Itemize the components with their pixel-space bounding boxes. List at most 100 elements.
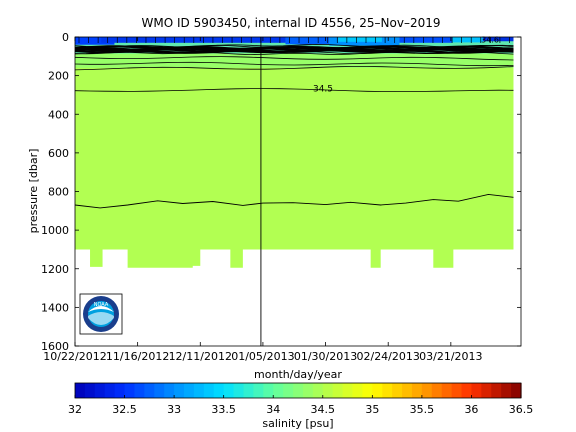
salinity-section-chart: WMO ID 5903450, internal ID 4556, 25–Nov…: [27, 16, 522, 381]
surface-patch: [399, 37, 453, 43]
colorbar-cell: [481, 383, 492, 398]
colorbar-cell: [352, 383, 364, 398]
colorbar-cell: [184, 383, 195, 398]
colorbar-cell: [203, 383, 215, 398]
colorbar-cell: [293, 383, 304, 398]
colorbar-cell: [461, 383, 473, 398]
surface-patch: [101, 37, 286, 43]
colorbar-cell: [342, 383, 354, 398]
colorbar-cell: [114, 383, 126, 398]
x-axis: 10/22/2012 11/16/2012 12/11/2012 01/05/2013…: [43, 37, 483, 363]
y-tick-label: 1000: [41, 224, 69, 237]
plot-frame: [74, 36, 522, 347]
colorbar-tick-label: 33: [167, 403, 181, 416]
colorbar-cell: [402, 383, 413, 398]
colorbar-cell: [421, 383, 433, 398]
colorbar-cell: [193, 383, 205, 398]
y-tick-label: 1200: [41, 263, 69, 276]
colorbar-cell: [322, 383, 334, 398]
colorbar-cell: [372, 383, 383, 398]
x-tick-label: 12/11/2012: [169, 350, 232, 363]
colorbar-tick-label: 32.5: [112, 403, 137, 416]
x-axis-label: month/day/year: [254, 368, 342, 381]
colorbar-cell: [104, 383, 116, 398]
colorbar-tick-label: 35.5: [410, 403, 435, 416]
colorbar-tick-label: 34: [266, 403, 280, 416]
y-tick-label: 0: [62, 31, 69, 44]
colorbar-cell: [94, 383, 106, 398]
y-tick-label: 800: [48, 186, 69, 199]
contour-label: 34.5: [313, 84, 333, 94]
y-axis-label: pressure [dbar]: [27, 149, 40, 234]
colorbar-cell: [451, 383, 463, 398]
surface-patch: [482, 37, 514, 42]
y-tick-label: 200: [48, 70, 69, 83]
surface-patch: [285, 37, 330, 45]
colorbar-cell: [223, 383, 235, 398]
colorbar-cell: [243, 383, 254, 398]
surface-patch: [75, 37, 115, 45]
colorbar-cell: [471, 383, 482, 398]
colorbar-cell: [144, 383, 155, 398]
salinity-contour: [74, 61, 514, 67]
x-tick-label: 02/24/2013: [356, 350, 419, 363]
colorbar-cell: [511, 383, 522, 398]
colorbar-cell: [164, 383, 175, 398]
colorbar-cell: [491, 383, 502, 398]
colorbar-tick-label: 32: [68, 403, 82, 416]
x-tick-label: 03/21/2013: [419, 350, 482, 363]
logo-text: NOAA: [94, 302, 109, 308]
colorbar-cell: [382, 383, 393, 398]
colorbar-cell: [154, 383, 165, 398]
salinity-contour: [74, 66, 514, 71]
colorbar-cell: [501, 383, 512, 398]
halocline-contour: [74, 51, 514, 56]
colorbar-tick-label: 35: [365, 403, 379, 416]
colorbar-cell: [392, 383, 403, 398]
colorbar-cell: [411, 383, 423, 398]
colorbar-cell: [362, 383, 373, 398]
halocline-contour: [74, 49, 514, 54]
isohaline-34-5: [74, 88, 514, 92]
y-tick-label: 1400: [41, 301, 69, 314]
colorbar-cell: [431, 383, 443, 398]
x-tick-label: 11/16/2012: [106, 350, 169, 363]
x-tick-label: 10/22/2012: [43, 350, 106, 363]
colorbar-cell: [84, 383, 96, 398]
colorbar-cell: [332, 383, 344, 398]
contour-label: 34.6: [481, 35, 499, 44]
surface-patch: [338, 37, 382, 42]
colorbar-cell: [124, 383, 136, 398]
colorbar-label: salinity [psu]: [262, 417, 333, 430]
colorbar-cell: [174, 383, 185, 398]
colorbar-cell: [75, 383, 86, 398]
colorbar-cell: [263, 383, 274, 398]
salinity-fill-main: [75, 37, 514, 268]
colorbar-cell: [441, 383, 453, 398]
colorbar-tick-label: 33.5: [211, 403, 236, 416]
colorbar-tick-label: 36: [464, 403, 478, 416]
y-tick-label: 600: [48, 147, 69, 160]
colorbar-tick-label: 34.5: [311, 403, 336, 416]
salinity-colorbar: 32 32.5 33 33.5 34 34.5 35 35.5 36 36.5 salinity …: [68, 382, 533, 430]
salinity-contour: [74, 56, 514, 61]
colorbar-cell: [134, 383, 145, 398]
colorbar-cell: [283, 383, 294, 398]
noaa-logo: NOAA: [79, 293, 123, 335]
colorbar-cell: [213, 383, 225, 398]
colorbar-cell: [302, 383, 314, 398]
x-tick-label: 01/05/2013: [231, 350, 294, 363]
x-tick-label: 01/30/2013: [294, 350, 357, 363]
surface-patch: [452, 37, 483, 43]
colorbar-cell: [312, 383, 324, 398]
chart-title: WMO ID 5903450, internal ID 4556, 25–Nov…: [142, 16, 441, 30]
salinity-field: 34.5 34.6: [74, 35, 514, 346]
colorbar-cell: [273, 383, 284, 398]
colorbar-cell: [233, 383, 245, 398]
y-tick-label: 400: [48, 108, 69, 121]
deep-isohaline: [74, 193, 514, 209]
colorbar-cell: [253, 383, 264, 398]
y-axis: 0 200 400 600 800 1000 1200 1400 1600: [41, 31, 521, 353]
y-tick-label: 1600: [41, 340, 69, 353]
